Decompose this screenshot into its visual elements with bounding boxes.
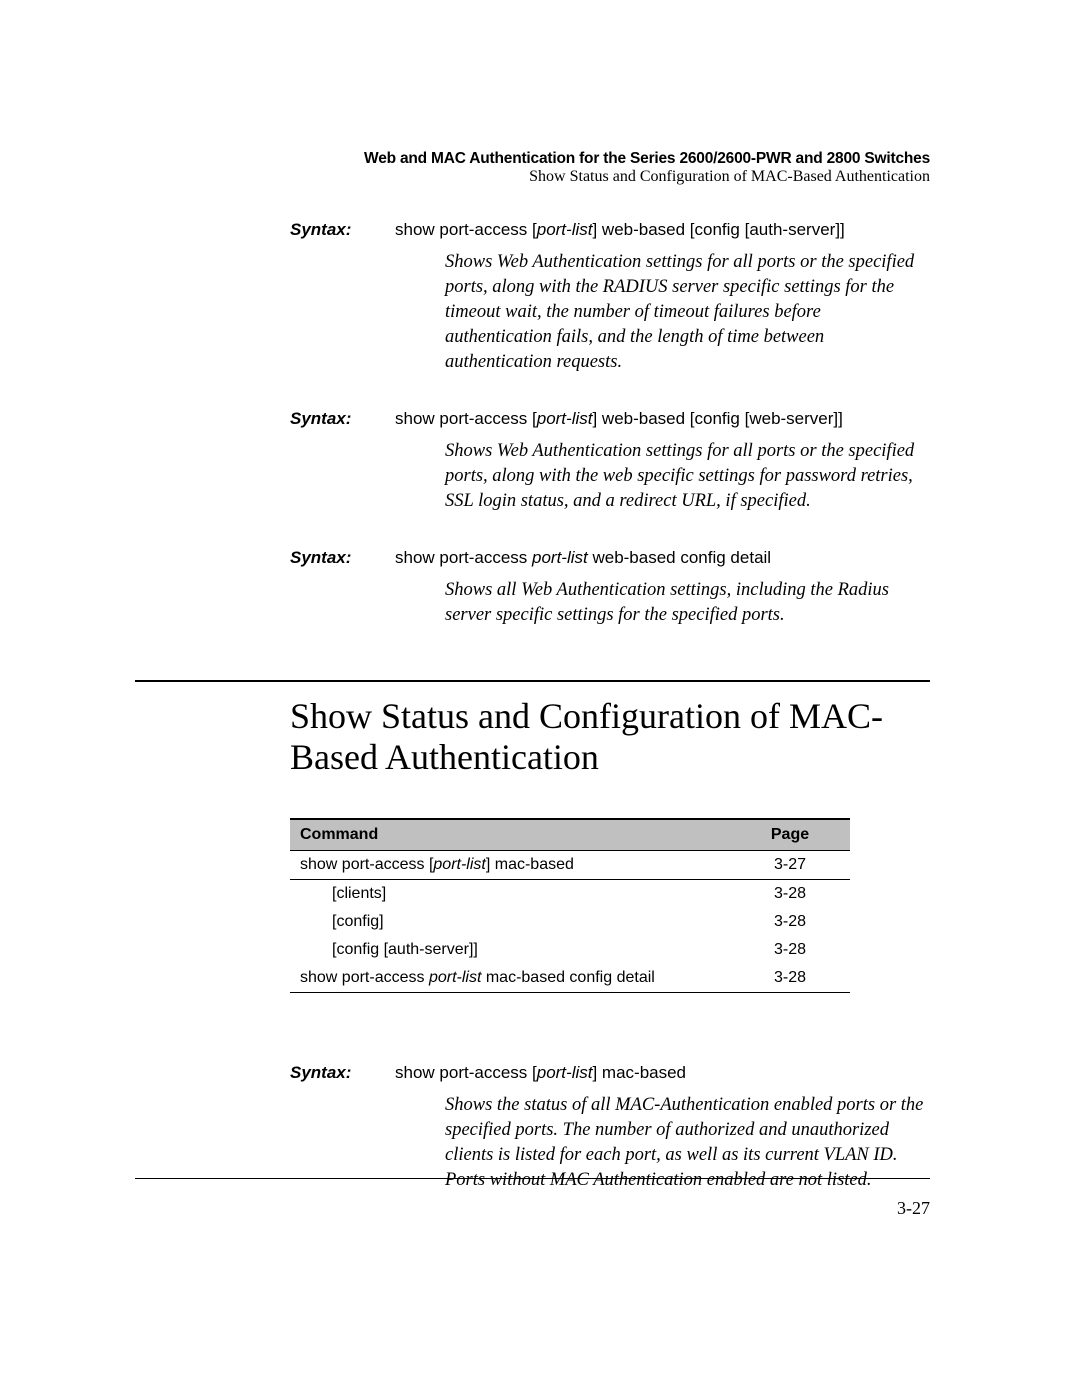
cmd-arg: port-list xyxy=(537,220,593,239)
cmd-arg: port-list xyxy=(537,409,593,428)
table-row: show port-access [port-list] mac-based 3… xyxy=(290,851,850,880)
syntax-block-3: Syntax: show port-access port-list web-b… xyxy=(290,548,930,628)
cmd-arg: port-list xyxy=(532,548,588,567)
cmd-text: show port-access [ xyxy=(395,220,537,239)
syntax-block-2: Syntax: show port-access [port-list] web… xyxy=(290,409,930,514)
syntax-label: Syntax: xyxy=(290,409,395,429)
syntax-label: Syntax: xyxy=(290,1063,395,1083)
syntax-command: show port-access [port-list] web-based [… xyxy=(395,220,845,240)
section-rule xyxy=(135,680,930,682)
cell-command: [config [auth-server]] xyxy=(290,936,730,964)
table-row: show port-access port-list mac-based con… xyxy=(290,964,850,993)
syntax-row: Syntax: show port-access port-list web-b… xyxy=(290,548,930,568)
cmd-text: [config [auth-server]] xyxy=(300,941,478,959)
cell-page: 3-28 xyxy=(730,880,850,909)
cmd-arg: port-list xyxy=(537,1063,593,1082)
cmd-text: show port-access [ xyxy=(395,409,537,428)
syntax-description: Shows all Web Authentication settings, i… xyxy=(445,578,925,628)
syntax-command: show port-access [port-list] mac-based xyxy=(395,1063,686,1083)
cell-page: 3-28 xyxy=(730,908,850,936)
cmd-text: show port-access xyxy=(300,969,429,986)
table-row: [config] 3-28 xyxy=(290,908,850,936)
syntax-row: Syntax: show port-access [port-list] mac… xyxy=(290,1063,930,1083)
cmd-arg: port-list xyxy=(429,969,481,986)
cmd-text: show port-access [ xyxy=(300,856,433,873)
cmd-text: mac-based config detail xyxy=(481,969,654,986)
cmd-text: show port-access xyxy=(395,548,532,567)
cmd-text: ] mac-based xyxy=(486,856,574,873)
command-table: Command Page show port-access [port-list… xyxy=(290,818,850,993)
section-title: Show Status and Configuration of MAC-Bas… xyxy=(290,696,930,779)
cell-command: [clients] xyxy=(290,880,730,909)
syntax-description: Shows Web Authentication settings for al… xyxy=(445,250,925,375)
syntax-label: Syntax: xyxy=(290,548,395,568)
cell-page: 3-28 xyxy=(730,936,850,964)
cell-page: 3-27 xyxy=(730,851,850,880)
cmd-text: show port-access [ xyxy=(395,1063,537,1082)
cell-command: [config] xyxy=(290,908,730,936)
table-row: [clients] 3-28 xyxy=(290,880,850,909)
page-number: 3-27 xyxy=(897,1198,930,1219)
table-header-row: Command Page xyxy=(290,819,850,851)
running-header: Web and MAC Authentication for the Serie… xyxy=(290,150,930,186)
cell-command: show port-access [port-list] mac-based xyxy=(290,851,730,880)
cmd-text: ] web-based [config [auth-server]] xyxy=(592,220,844,239)
syntax-command: show port-access port-list web-based con… xyxy=(395,548,771,568)
cmd-text: ] mac-based xyxy=(592,1063,686,1082)
cmd-text: [clients] xyxy=(300,885,386,903)
running-header-title: Web and MAC Authentication for the Serie… xyxy=(290,150,930,168)
cmd-arg: port-list xyxy=(433,856,485,873)
syntax-block-1: Syntax: show port-access [port-list] web… xyxy=(290,220,930,375)
syntax-label: Syntax: xyxy=(290,220,395,240)
cmd-text: [config] xyxy=(300,913,384,931)
cell-page: 3-28 xyxy=(730,964,850,993)
col-page: Page xyxy=(730,819,850,851)
cell-command: show port-access port-list mac-based con… xyxy=(290,964,730,993)
running-header-subtitle: Show Status and Configuration of MAC-Bas… xyxy=(290,168,930,186)
syntax-block-4: Syntax: show port-access [port-list] mac… xyxy=(290,1063,930,1193)
syntax-command: show port-access [port-list] web-based [… xyxy=(395,409,843,429)
syntax-description: Shows Web Authentication settings for al… xyxy=(445,439,925,514)
col-command: Command xyxy=(290,819,730,851)
cmd-text: ] web-based [config [web-server]] xyxy=(592,409,842,428)
page: Web and MAC Authentication for the Serie… xyxy=(0,0,1080,1397)
syntax-row: Syntax: show port-access [port-list] web… xyxy=(290,220,930,240)
cmd-text: web-based config detail xyxy=(588,548,771,567)
syntax-row: Syntax: show port-access [port-list] web… xyxy=(290,409,930,429)
table-row: [config [auth-server]] 3-28 xyxy=(290,936,850,964)
footer-rule xyxy=(135,1178,930,1179)
